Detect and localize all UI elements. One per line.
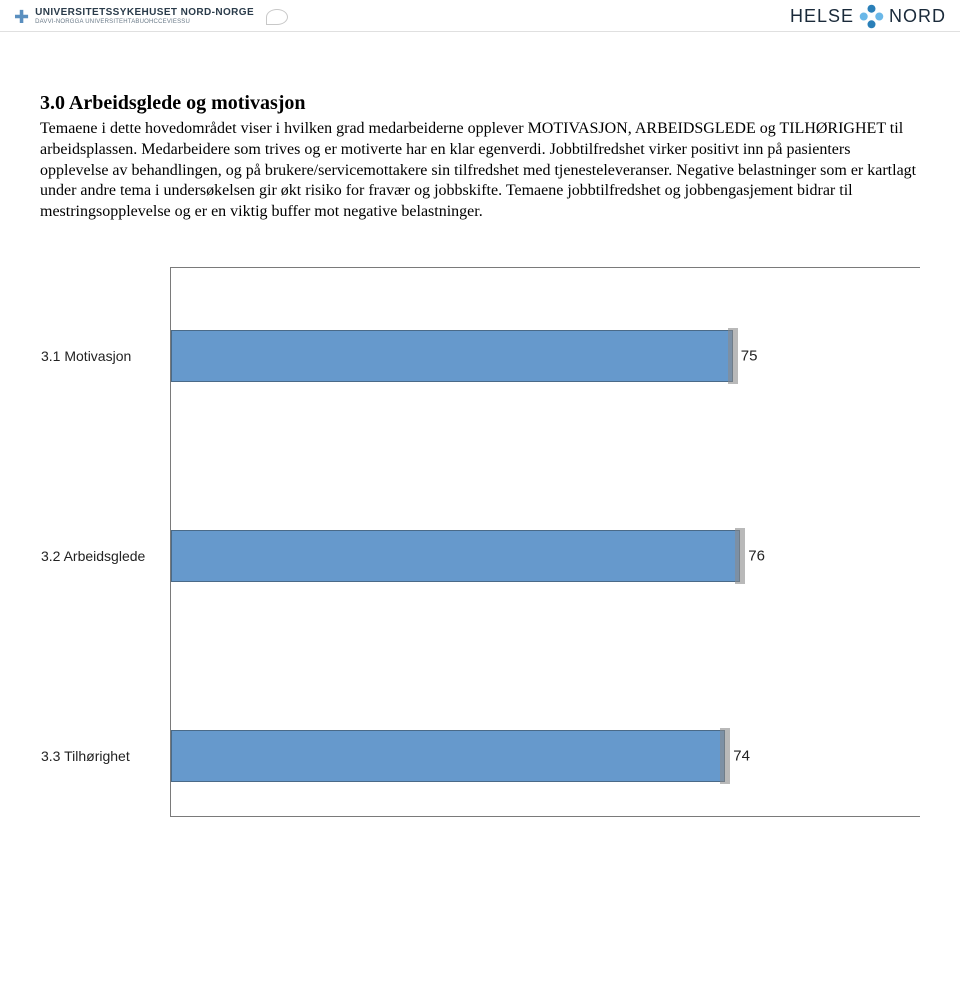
bird-icon [266, 9, 288, 25]
bar [171, 530, 740, 582]
dot [874, 11, 885, 22]
motivation-chart: 3.1 Motivasjon 75 3.2 Arbeidsglede 76 3.3 Ti… [40, 267, 920, 817]
chart-row-label: 3.1 Motivasjon [41, 348, 171, 364]
bar-container: 75 [171, 330, 920, 382]
bar-marker [735, 528, 745, 584]
dots-icon [858, 3, 885, 30]
hospital-logo-sub: DAVVI-NORGGA UNIVERSITEHTABUOHCCEVIESSU [35, 19, 254, 25]
nord-text: NORD [889, 6, 946, 27]
chart-row: 3.1 Motivasjon 75 [41, 330, 920, 382]
chart-frame: 3.1 Motivasjon753.2 Arbeidsglede763.3 Ti… [170, 267, 920, 817]
chart-row-label: 3.2 Arbeidsglede [41, 548, 171, 564]
bar-value: 74 [733, 747, 750, 764]
chart-row: 3.3 Tilhørighet 74 [41, 730, 920, 782]
bar-marker [728, 328, 738, 384]
bar-value: 76 [748, 547, 765, 564]
hospital-logo: ✚ UNIVERSITETSSYKEHUSET NORD-NORGE DAVVI… [14, 8, 288, 26]
section-body: Temaene i dette hovedområdet viser i hvi… [40, 119, 920, 223]
bar [171, 730, 725, 782]
plus-icon: ✚ [14, 8, 29, 26]
chart-row: 3.2 Arbeidsglede 76 [41, 530, 920, 582]
bar [171, 330, 733, 382]
chart-row-label: 3.3 Tilhørighet [41, 748, 171, 764]
bar-container: 74 [171, 730, 920, 782]
bar-marker [720, 728, 730, 784]
dot [866, 19, 877, 30]
helse-nord-logo: HELSE NORD [790, 6, 946, 27]
bar-value: 75 [741, 347, 758, 364]
section-title: 3.0 Arbeidsglede og motivasjon [40, 92, 920, 115]
helse-text: HELSE [790, 6, 854, 27]
bar-container: 76 [171, 530, 920, 582]
page-header: ✚ UNIVERSITETSSYKEHUSET NORD-NORGE DAVVI… [0, 0, 960, 32]
page-content: 3.0 Arbeidsglede og motivasjon Temaene i… [0, 32, 960, 817]
hospital-logo-main: UNIVERSITETSSYKEHUSET NORD-NORGE [35, 8, 254, 19]
